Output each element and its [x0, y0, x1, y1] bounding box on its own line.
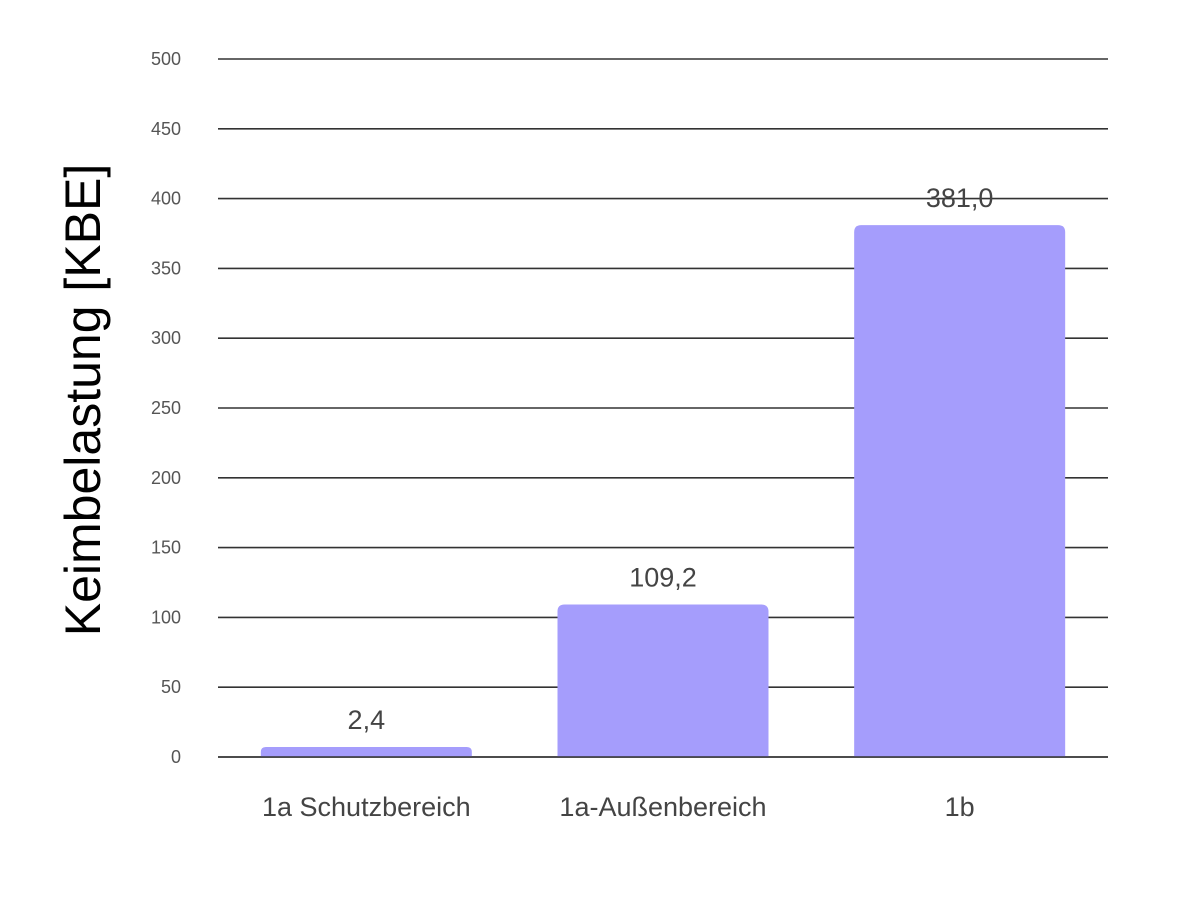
y-axis-label: Keimbelastung [KBE] — [55, 164, 111, 637]
data-label: 381,0 — [926, 183, 994, 213]
bar-0 — [260, 747, 472, 757]
y-tick-label: 200 — [151, 468, 181, 488]
data-label: 109,2 — [629, 563, 697, 593]
gridlines — [218, 58, 1108, 758]
y-tick-label: 300 — [151, 328, 181, 348]
bar-2 — [854, 225, 1066, 757]
x-tick-label: 1b — [945, 792, 975, 822]
y-tick-label: 100 — [151, 607, 181, 627]
data-labels: 2,4 109,2 381,0 — [348, 183, 994, 735]
y-tick-label: 400 — [151, 189, 181, 209]
y-tick-label: 0 — [171, 747, 181, 767]
y-tick-label: 150 — [151, 538, 181, 558]
bar-1 — [557, 604, 769, 757]
y-tick-label: 500 — [151, 49, 181, 69]
x-tick-label: 1a-Außenbereich — [559, 792, 766, 822]
x-tick-label: 1a Schutzbereich — [262, 792, 471, 822]
y-tick-labels: 0 50 100 150 200 250 300 350 400 450 500 — [151, 49, 181, 767]
y-tick-label: 350 — [151, 258, 181, 278]
y-tick-label: 250 — [151, 398, 181, 418]
x-tick-labels: 1a Schutzbereich 1a-Außenbereich 1b — [262, 792, 975, 822]
data-label: 2,4 — [348, 705, 386, 735]
bars — [218, 225, 1108, 758]
y-tick-label: 450 — [151, 119, 181, 139]
y-tick-label: 50 — [161, 677, 181, 697]
